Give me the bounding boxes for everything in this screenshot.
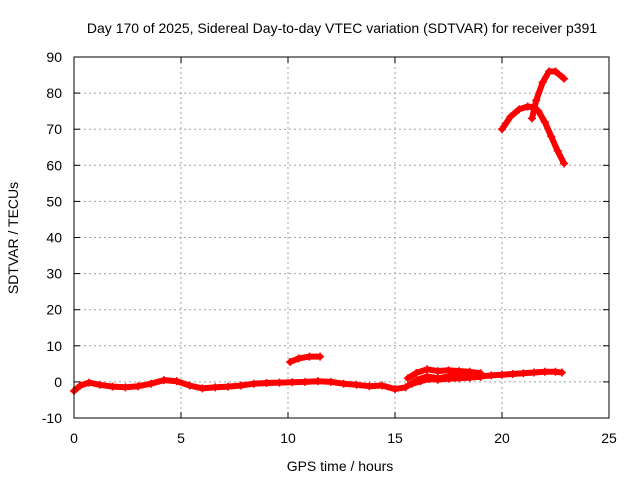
data-point — [557, 368, 566, 377]
data-point — [301, 377, 310, 386]
data-point — [487, 371, 496, 380]
data-point — [444, 374, 453, 383]
y-tick-label: 80 — [46, 85, 62, 101]
data-point — [275, 378, 284, 387]
data-point — [476, 372, 485, 381]
data-point — [76, 381, 85, 390]
data-point — [423, 365, 432, 374]
x-axis-label: GPS time / hours — [287, 458, 394, 474]
series-arc-2 — [527, 67, 569, 123]
data-point — [316, 352, 325, 361]
y-axis-label: SDTVAR / TECUs — [5, 182, 21, 294]
series-line-segment-10h — [287, 353, 324, 365]
data-point — [465, 373, 474, 382]
data-point — [403, 374, 412, 383]
data-point — [305, 352, 314, 361]
data-point — [286, 358, 295, 367]
data-point — [433, 375, 442, 384]
data-point — [519, 369, 528, 378]
data-point — [425, 375, 434, 384]
data-point — [523, 102, 532, 111]
y-tick-label: -10 — [42, 410, 62, 426]
data-point — [147, 379, 156, 388]
data-point — [560, 74, 569, 83]
data-point — [198, 384, 207, 393]
x-tick-label: 20 — [494, 430, 510, 446]
x-tick-label: 15 — [387, 430, 403, 446]
data-point — [326, 377, 335, 386]
data-point — [530, 368, 539, 377]
data-point — [416, 377, 425, 386]
data-point — [508, 369, 517, 378]
data-point — [339, 379, 348, 388]
data-point — [313, 377, 322, 386]
chart-title: Day 170 of 2025, Sidereal Day-to-day VTE… — [87, 20, 597, 36]
data-point — [159, 376, 168, 385]
data-point — [249, 379, 258, 388]
data-point — [211, 383, 220, 392]
data-point — [551, 67, 560, 76]
data-point — [401, 383, 410, 392]
data-point — [540, 367, 549, 376]
data-point — [108, 382, 117, 391]
y-tick-label: 30 — [46, 266, 62, 282]
data-point — [95, 380, 104, 389]
data-point — [288, 378, 297, 387]
data-point — [365, 382, 374, 391]
x-tick-label: 10 — [280, 430, 296, 446]
y-tick-label: 0 — [54, 374, 62, 390]
data-point — [433, 367, 442, 376]
data-point — [498, 125, 506, 134]
data-point — [172, 377, 181, 386]
y-tick-label: 70 — [46, 121, 62, 137]
data-point — [121, 383, 130, 392]
x-tick-label: 0 — [70, 430, 78, 446]
series-segment-10h — [286, 352, 325, 367]
series-band-lower — [408, 372, 485, 388]
data-point — [527, 114, 536, 123]
y-tick-label: 50 — [46, 193, 62, 209]
y-tick-label: 40 — [46, 230, 62, 246]
x-tick-label: 25 — [601, 430, 617, 446]
data-point — [515, 105, 524, 114]
data-point — [185, 381, 194, 390]
data-point — [408, 379, 417, 388]
data-series — [70, 67, 569, 395]
data-point — [538, 78, 547, 87]
data-point — [547, 132, 556, 141]
data-point — [352, 380, 361, 389]
y-tick-label: 10 — [46, 338, 62, 354]
data-point — [236, 381, 245, 390]
axis-ticks: 0 5 10 15 20 25 -10 0 10 20 30 40 50 60 70 80 90 — [42, 49, 617, 446]
data-point — [560, 159, 569, 168]
data-point — [294, 354, 303, 363]
data-point — [378, 381, 387, 390]
data-point — [553, 146, 562, 155]
series-baseline — [70, 367, 566, 395]
data-point — [540, 117, 549, 126]
grid — [74, 57, 609, 418]
data-point — [134, 382, 143, 391]
x-tick-label: 5 — [177, 430, 185, 446]
y-tick-label: 90 — [46, 49, 62, 65]
data-point — [455, 367, 464, 376]
data-point — [224, 382, 233, 391]
data-point — [412, 368, 421, 377]
data-point — [506, 112, 515, 121]
y-tick-label: 20 — [46, 302, 62, 318]
data-point — [444, 366, 453, 375]
data-point — [455, 374, 464, 383]
data-point — [532, 96, 541, 105]
data-point — [498, 370, 506, 379]
data-point — [84, 378, 93, 387]
y-tick-label: 60 — [46, 157, 62, 173]
data-point — [262, 378, 271, 387]
data-point — [391, 385, 399, 394]
